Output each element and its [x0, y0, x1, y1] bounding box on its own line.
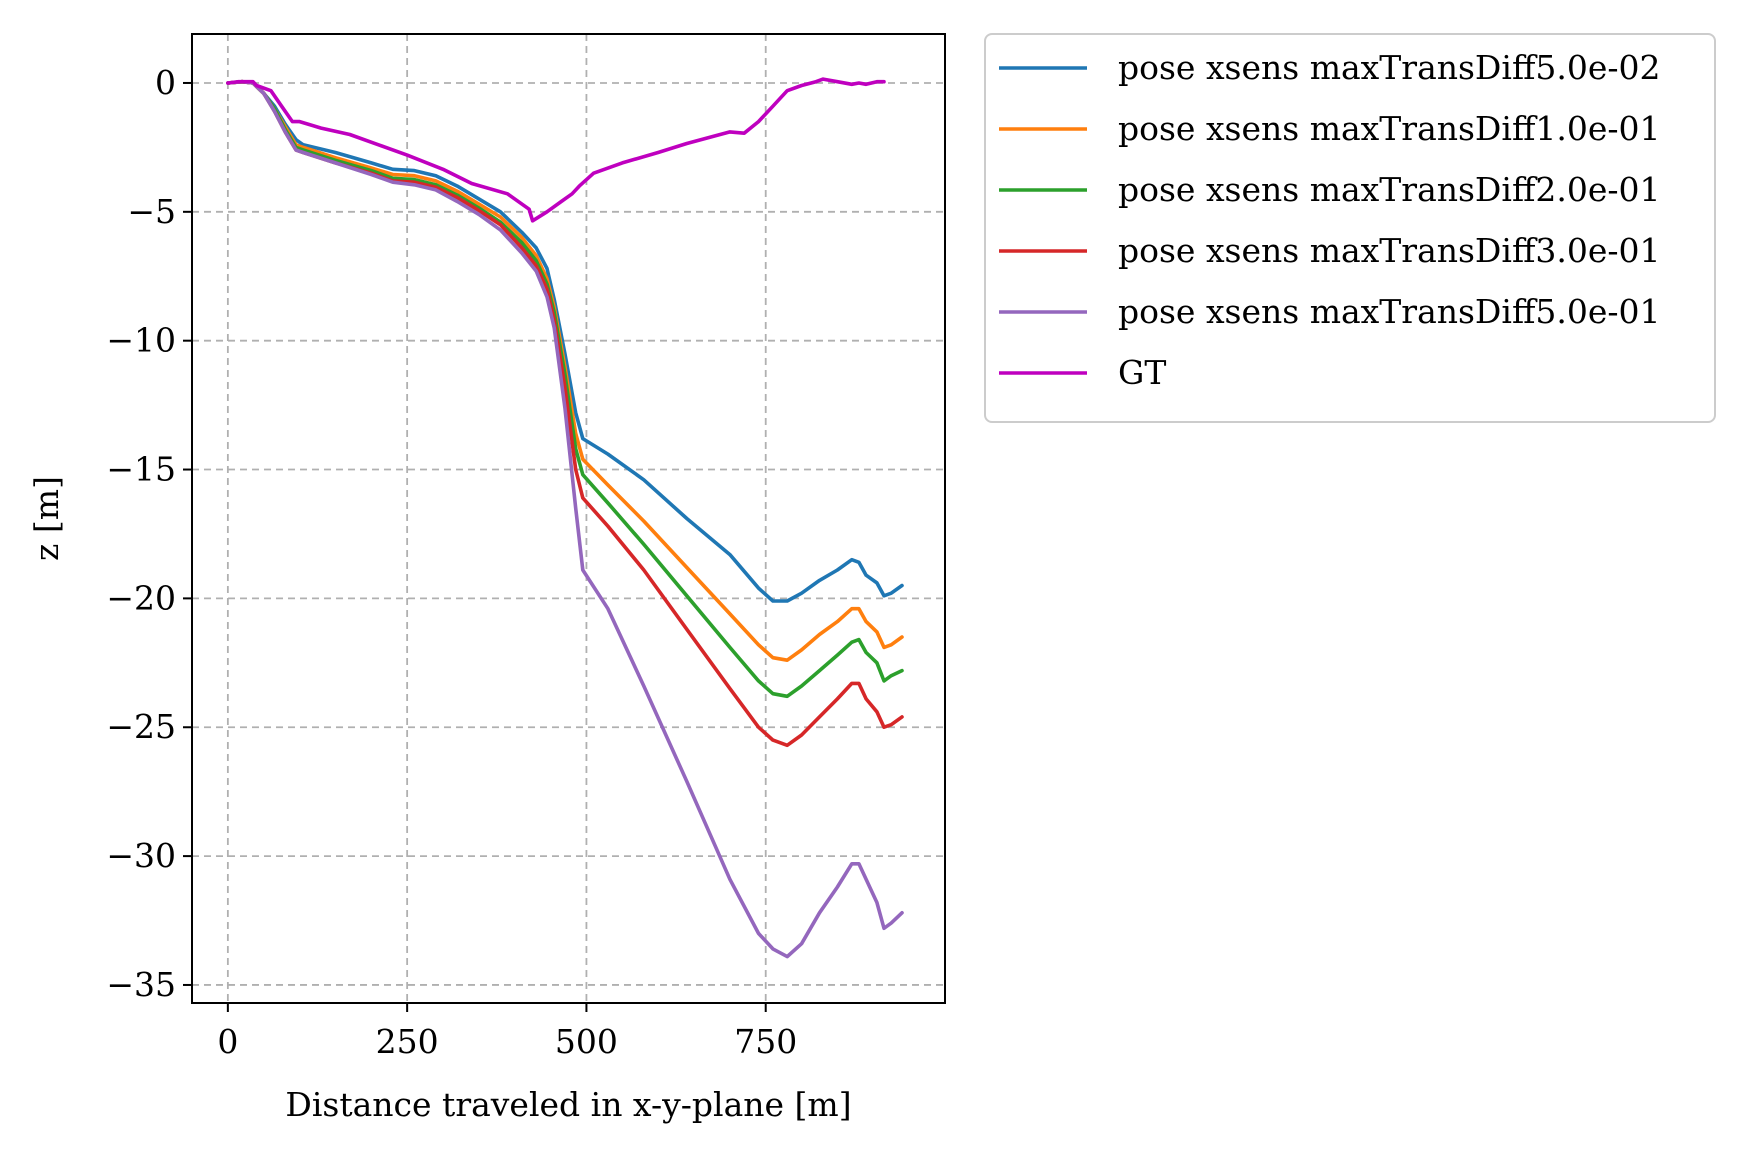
y-tick-label: −35	[106, 965, 176, 1004]
x-axis-ticks: 0 250 500 750	[217, 1003, 797, 1061]
legend: pose xsens maxTransDiff5.0e-02 pose xsens…	[984, 33, 1716, 423]
y-axis-label: z [m]	[27, 476, 66, 561]
series-line-0	[226, 79, 904, 603]
x-tick-label: 750	[734, 1022, 797, 1061]
x-tick-label: 250	[376, 1022, 439, 1061]
y-tick-label: 0	[155, 63, 176, 102]
legend-box	[984, 33, 1716, 423]
y-axis-ticks: 0 −5 −10 −15 −20 −25 −30 −35	[106, 63, 192, 1004]
y-tick-label: −30	[106, 836, 176, 875]
legend-label: pose xsens maxTransDiff5.0e-02	[1118, 48, 1661, 87]
legend-label: pose xsens maxTransDiff2.0e-01	[1118, 170, 1661, 209]
y-tick-label: −25	[106, 707, 176, 746]
data-series	[226, 77, 904, 959]
y-tick-label: −20	[106, 578, 176, 617]
x-tick-label: 500	[555, 1022, 618, 1061]
series-line-5	[226, 77, 886, 223]
y-tick-label: −10	[106, 321, 176, 360]
x-tick-label: 0	[217, 1022, 238, 1061]
legend-label: GT	[1118, 353, 1166, 392]
x-axis-label: Distance traveled in x-y-plane [m]	[285, 1085, 851, 1124]
legend-label: pose xsens maxTransDiff3.0e-01	[1118, 231, 1661, 270]
y-tick-label: −5	[127, 192, 176, 231]
y-tick-label: −15	[106, 450, 176, 489]
series-line-4	[226, 79, 904, 959]
legend-label: pose xsens maxTransDiff5.0e-01	[1118, 292, 1661, 331]
plot-frame	[191, 33, 946, 1004]
grid-lines	[192, 34, 945, 1003]
legend-label: pose xsens maxTransDiff1.0e-01	[1118, 109, 1661, 148]
